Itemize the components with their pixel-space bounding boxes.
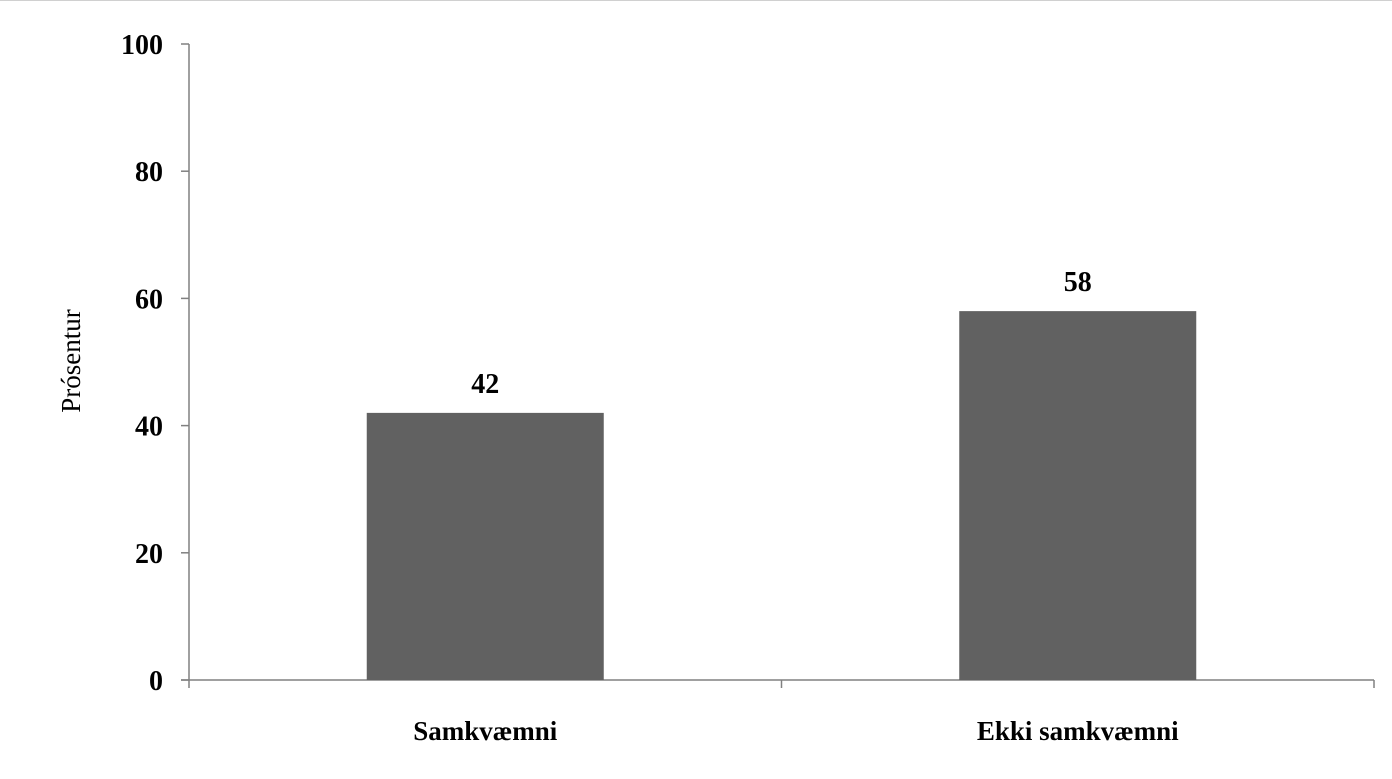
y-tick-label: 100 — [121, 30, 163, 61]
bar-value-label: 42 — [471, 369, 499, 400]
y-tick-label: 60 — [135, 284, 163, 315]
x-axis: Samkvæmni Ekki samkvæmni — [181, 679, 1375, 746]
x-category-label: Ekki samkvæmni — [977, 716, 1179, 746]
bars: 42 58 — [366, 267, 1197, 680]
y-tick-label: 20 — [135, 539, 163, 570]
top-rule — [0, 0, 1392, 1]
y-tick-label: 40 — [135, 412, 163, 443]
y-tick-label: 0 — [149, 666, 163, 697]
y-tick-label: 80 — [135, 157, 163, 188]
bar — [959, 311, 1197, 680]
bar — [366, 412, 604, 680]
y-axis-title: Prósentur — [56, 309, 86, 413]
y-axis: 0 20 40 60 80 100 — [121, 30, 190, 697]
x-category-label: Samkvæmni — [413, 716, 558, 746]
bar-value-label: 58 — [1064, 267, 1092, 298]
